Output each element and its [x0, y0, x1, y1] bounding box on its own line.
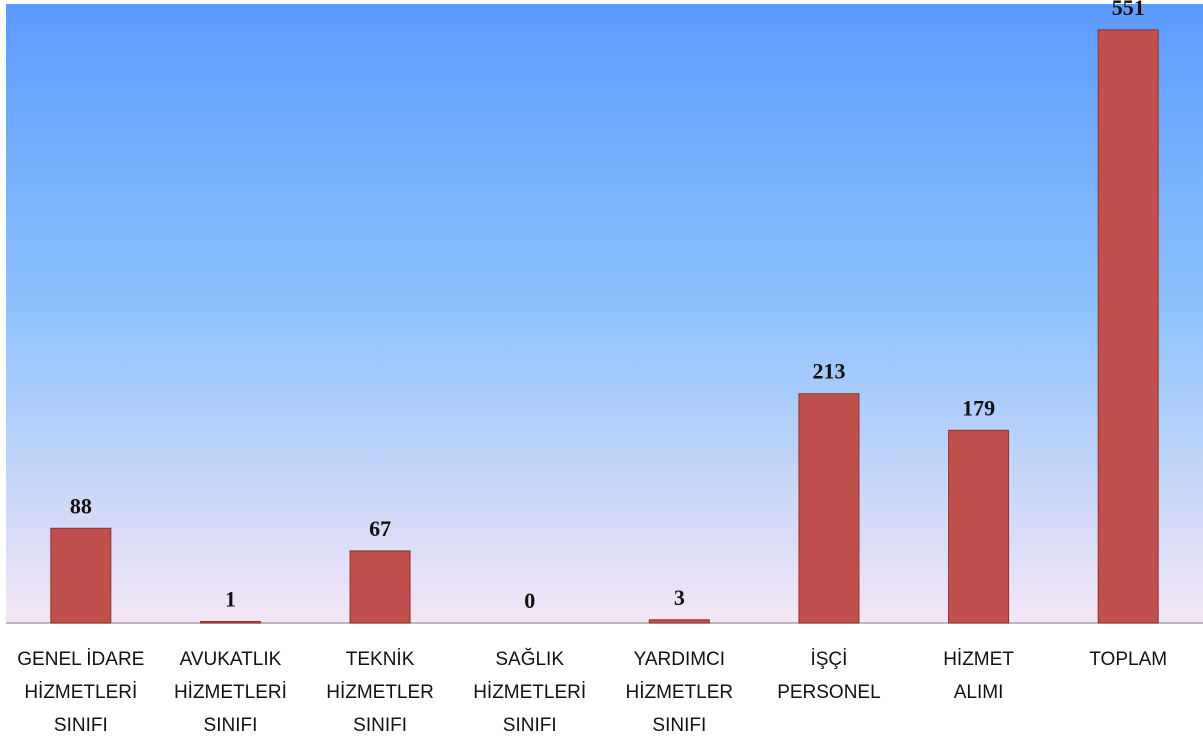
category-label-6: İŞÇİ PERSONEL [777, 649, 880, 703]
data-label-2: 1 [225, 587, 236, 612]
category-label-1: GENEL İDARE HİZMETLERİ SINIFI [17, 649, 144, 736]
category-label-line: PERSONEL [777, 682, 880, 703]
data-label-7: 179 [962, 395, 995, 420]
data-label-3: 67 [369, 516, 391, 541]
category-label-5: YARDIMCI HİZMETLER SINIFI [625, 649, 733, 736]
category-label-7: HİZMET ALIMI [943, 649, 1014, 703]
category-label-line: ALIMI [954, 682, 1004, 703]
category-label-line: HİZMET [943, 649, 1014, 670]
category-label-8: TOPLAM [1089, 649, 1167, 670]
bar-7 [948, 429, 1010, 624]
category-label-line: HİZMETLERİ [473, 682, 586, 703]
bars-group [50, 29, 1159, 624]
plot-background [6, 4, 1203, 623]
category-label-line: SAĞLIK [495, 648, 564, 670]
category-label-line: SINIFI [54, 715, 108, 736]
category-label-line: SINIFI [204, 715, 258, 736]
data-label-1: 88 [70, 493, 92, 518]
category-label-line: HİZMETLER [326, 682, 434, 703]
bar-3 [349, 550, 411, 624]
category-label-line: GENEL İDARE [17, 649, 144, 670]
bar-5 [648, 619, 710, 624]
category-label-line: TEKNİK [346, 649, 415, 670]
category-label-line: SINIFI [652, 715, 706, 736]
category-labels-group: GENEL İDARE HİZMETLERİ SINIFI AVUKATLIK HİZM… [17, 648, 1167, 736]
bar-2 [199, 621, 261, 624]
category-label-2: AVUKATLIK HİZMETLERİ SINIFI [174, 649, 287, 736]
category-label-line: SINIFI [353, 715, 407, 736]
data-label-6: 213 [812, 359, 845, 384]
category-label-3: TEKNİK HİZMETLER SINIFI [326, 649, 434, 736]
category-label-line: HİZMETLER [625, 682, 733, 703]
data-label-5: 3 [674, 585, 685, 610]
bar-8 [1097, 29, 1159, 624]
bar-1 [50, 527, 112, 624]
category-label-4: SAĞLIK HİZMETLERİ SINIFI [473, 648, 586, 736]
category-label-line: HİZMETLERİ [24, 682, 137, 703]
category-label-line: TOPLAM [1089, 649, 1167, 670]
value-labels-group: 88 1 67 0 3 213 179 551 [70, 0, 1145, 613]
data-label-8: 551 [1112, 0, 1145, 20]
category-label-line: SINIFI [503, 715, 557, 736]
bar-6 [798, 393, 860, 624]
category-label-line: İŞÇİ [810, 649, 847, 670]
category-label-line: YARDIMCI [634, 649, 725, 670]
category-label-line: AVUKATLIK [180, 649, 282, 670]
category-label-line: HİZMETLERİ [174, 682, 287, 703]
data-label-4: 0 [524, 588, 535, 613]
